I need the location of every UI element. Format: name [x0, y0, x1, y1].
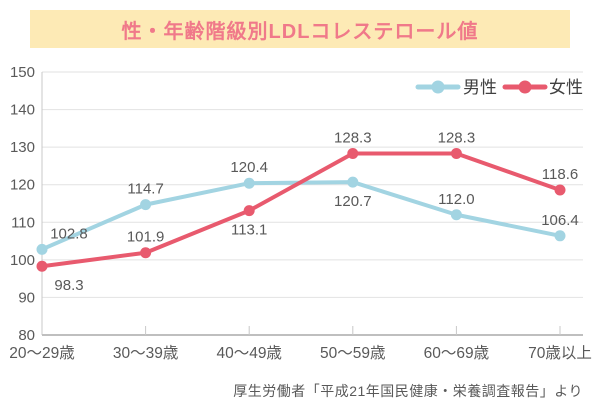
data-point-female-2 — [243, 205, 255, 217]
category-label-4: 60〜69歳 — [424, 344, 489, 362]
y-tick-label-90: 90 — [18, 289, 35, 306]
chart-title-banner: 性・年齢階級別LDLコレステロール値 — [30, 10, 570, 48]
data-label-male-0: 102.8 — [50, 225, 88, 242]
data-label-female-5: 118.6 — [542, 166, 578, 183]
data-point-female-1 — [140, 247, 152, 259]
legend-female-label: 女性 — [549, 78, 583, 97]
data-label-male-3: 120.7 — [334, 193, 372, 210]
data-label-female-0: 98.3 — [54, 277, 83, 294]
legend-male-dot — [431, 80, 445, 94]
category-label-1: 30〜39歳 — [113, 344, 178, 362]
source-citation: 厚生労働者「平成21年国民健康・栄養調査報告」より — [233, 383, 583, 399]
y-tick-label-140: 140 — [10, 102, 35, 119]
data-point-female-3 — [347, 148, 359, 160]
chart-title: 性・年齢階級別LDLコレステロール値 — [121, 20, 479, 43]
data-point-male-5 — [554, 230, 566, 242]
data-point-male-0 — [36, 243, 48, 255]
y-tick-label-100: 100 — [10, 252, 35, 269]
data-label-female-4: 128.3 — [438, 130, 476, 147]
data-label-male-4: 112.0 — [438, 191, 474, 208]
data-label-female-1: 101.9 — [127, 229, 165, 246]
data-point-female-0 — [36, 260, 48, 272]
legend-male-label: 男性 — [463, 78, 497, 97]
data-label-male-2: 120.4 — [230, 159, 268, 176]
category-label-5: 70歳以上 — [528, 344, 592, 362]
female-line — [40, 151, 562, 269]
data-point-male-2 — [243, 177, 255, 189]
category-label-2: 40〜49歳 — [216, 344, 281, 362]
data-point-female-5 — [554, 184, 566, 196]
data-point-male-1 — [140, 199, 152, 211]
data-point-male-3 — [347, 176, 359, 188]
category-label-3: 50〜59歳 — [320, 344, 385, 362]
category-label-0: 20〜29歳 — [9, 344, 74, 362]
data-label-male-1: 114.7 — [127, 181, 163, 198]
data-label-female-3: 128.3 — [334, 130, 372, 147]
y-tick-label-150: 150 — [10, 64, 35, 81]
data-point-female-4 — [450, 148, 462, 160]
y-tick-label-80: 80 — [18, 327, 35, 344]
data-label-male-5: 106.4 — [541, 212, 579, 229]
male-line — [40, 180, 562, 252]
y-tick-label-120: 120 — [10, 177, 35, 194]
legend-female-dot — [518, 80, 532, 94]
y-tick-label-130: 130 — [10, 139, 35, 156]
data-point-male-4 — [450, 209, 462, 221]
data-label-female-2: 113.1 — [231, 222, 267, 239]
y-tick-label-110: 110 — [11, 214, 35, 231]
